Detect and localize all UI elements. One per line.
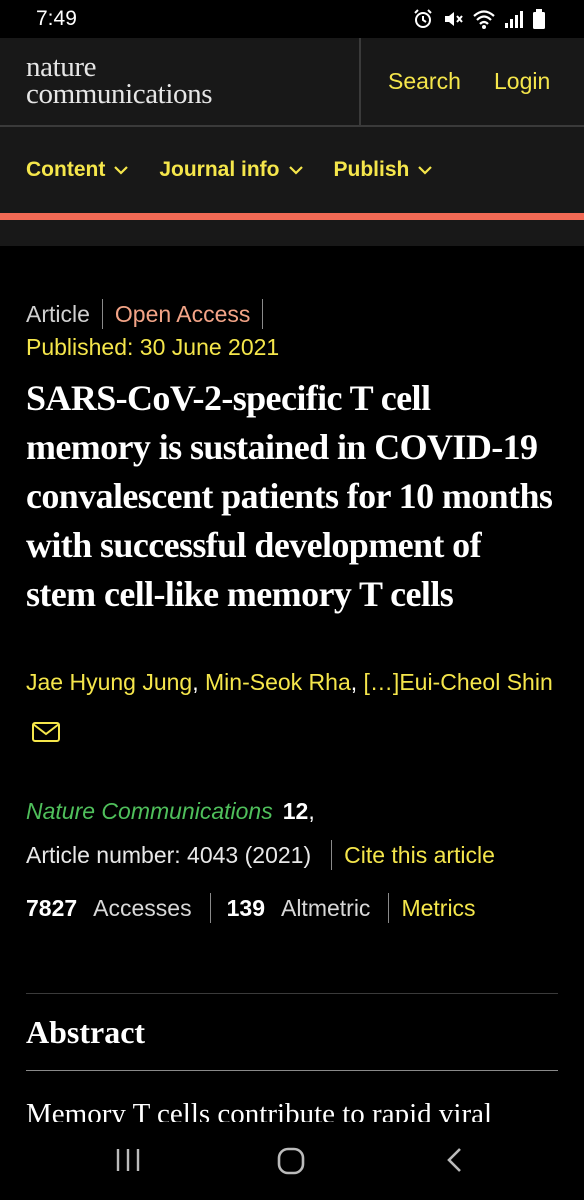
mute-icon [445,12,463,26]
system-nav-bar [0,1122,584,1200]
author-link[interactable]: Min-Seok Rha [205,669,351,695]
recent-apps-icon[interactable] [114,1146,142,1174]
abstract-heading: Abstract [26,1014,146,1050]
journal-logo[interactable]: nature communications [26,51,213,110]
status-time: 7:49 [36,7,77,30]
article-meta: Article Open Access [26,296,566,332]
divider [262,299,264,329]
volume-number: 12 [282,798,309,824]
nav-journal-info-label: Journal info [159,158,280,181]
nav-publish[interactable]: Publish [334,158,434,182]
battery-icon [533,9,545,29]
alarm-icon [414,9,432,28]
divider [101,299,103,329]
abstract-divider [26,1070,558,1071]
status-bar: 7:49 [0,0,584,38]
journal-name-link[interactable]: Nature Communications [26,798,273,824]
nav-publish-label: Publish [333,158,410,181]
metrics-link[interactable]: Metrics [401,894,476,921]
header-divider [359,38,361,127]
search-link[interactable]: Search [388,68,461,94]
main-nav: Content Journal info Publish [0,127,584,213]
divider [388,893,390,923]
article-number: Article number: 4043 (2021) [26,841,312,868]
login-link[interactable]: Login [494,68,551,94]
author-list: Jae Hyung Jung, Min-Seok Rha, […]Eui-Che… [26,657,566,757]
accesses-label: Accesses [93,894,192,921]
logo-line-2: communications [26,78,213,110]
nav-content[interactable]: Content [26,158,129,182]
logo-line-1: nature [26,51,97,83]
section-divider [26,993,558,994]
sub-bar [0,220,584,246]
wifi-icon [473,10,495,29]
chevron-down-icon [418,166,433,175]
author-link[interactable]: Jae Hyung Jung [26,669,193,695]
nav-journal-info[interactable]: Journal info [159,158,303,182]
article-number-line: Article number: 4043 (2021) Cite this ar… [26,833,566,877]
author-link[interactable]: Eui-Cheol Shin [399,669,553,695]
signal-icon [505,11,523,28]
abstract-text: Memory T cells contribute to rapid viral [26,1098,493,1122]
divider [209,893,211,923]
article-header: Article Open Access Published: 30 June 2… [26,296,566,933]
metrics-line: 7827 Accesses 139 Altmetric Metrics [26,883,566,933]
nav-content-label: Content [26,158,106,181]
article-type: Article [26,300,90,327]
chevron-down-icon [288,166,303,175]
chevron-down-icon [114,166,129,175]
journal-citation: Nature Communications 12, [26,798,315,824]
cite-article-link[interactable]: Cite this article [344,841,495,868]
site-header: nature communications Search Login [0,38,584,127]
altmetric-count: 139 [226,894,265,921]
home-icon[interactable] [276,1146,306,1176]
accent-bar [0,213,584,220]
status-icons [412,8,546,30]
altmetric-label: Altmetric [280,894,371,921]
accesses-count: 7827 [26,894,78,921]
back-icon[interactable] [444,1146,466,1174]
authors-expand-button[interactable]: […] [363,669,400,695]
divider [331,840,333,870]
open-access-badge: Open Access [114,300,251,327]
published-date: Published: 30 June 2021 [26,334,280,360]
mail-icon[interactable] [32,722,60,742]
article-title: SARS-CoV-2-specific T cell memory is sus… [26,378,553,614]
